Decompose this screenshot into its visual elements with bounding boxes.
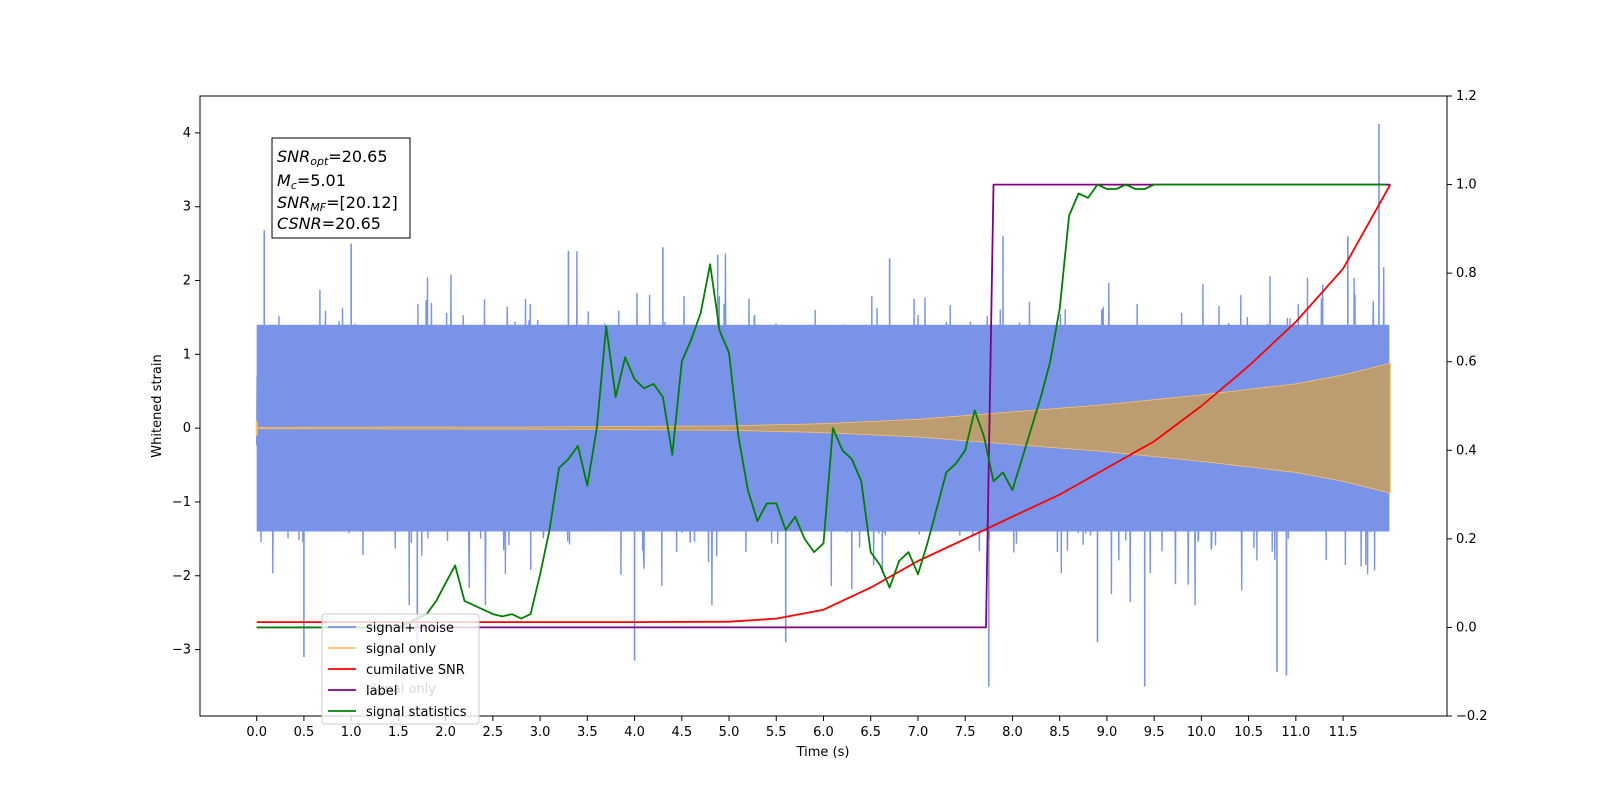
- annotation-snr-opt: SNRopt=20.65: [277, 147, 388, 168]
- x-tick-label: 9.0: [1097, 725, 1118, 740]
- y-tick-label-right: −0.2: [1456, 709, 1488, 724]
- legend-label-cumilative-snr: cumilative SNR: [366, 663, 465, 678]
- y-tick-label-left: 0: [183, 421, 191, 436]
- x-tick-label: 4.0: [624, 725, 645, 740]
- y-axis-label: Whitened strain: [150, 354, 165, 457]
- x-tick-label: 5.0: [719, 725, 740, 740]
- x-tick-label: 10.0: [1187, 725, 1216, 740]
- x-tick-label: 3.0: [530, 725, 551, 740]
- x-tick-label: 4.5: [671, 725, 692, 740]
- x-tick-label: 2.0: [435, 725, 456, 740]
- x-tick-label: 3.5: [577, 725, 598, 740]
- y-tick-label-right: 1.0: [1456, 178, 1477, 193]
- x-tick-label: 8.0: [1002, 725, 1023, 740]
- y-tick-label-right: 0.2: [1456, 532, 1477, 547]
- y-axis-left: −3 −2 −1 0 1 2 3 4: [172, 126, 200, 658]
- x-tick-label: 1.0: [341, 725, 362, 740]
- x-tick-label: 6.0: [813, 725, 834, 740]
- y-axis-right: −0.2 0.0 0.2 0.4 0.6 0.8 1.0 1.2: [1447, 89, 1488, 724]
- legend-label-signal-statistics: signal statistics: [366, 705, 467, 720]
- x-tick-label: 0.0: [246, 725, 267, 740]
- legend-frame: [321, 613, 480, 725]
- x-axis: 0.0 0.5 1.0 1.5 2.0 2.5 3.0 3.5 4.0 4.5 5.0 5.5 6.0 6…: [246, 716, 1358, 740]
- x-tick-label: 11.0: [1281, 725, 1310, 740]
- series-layer: [255, 124, 1392, 687]
- legend-label-signal-noise: signal+ noise: [366, 621, 454, 636]
- y-tick-label-right: 0.4: [1456, 443, 1477, 458]
- legend-hidden-text: signal only: [366, 682, 436, 697]
- legend: signal only signal+ noise signal only cumi…: [321, 613, 480, 725]
- y-tick-label-left: 1: [183, 347, 191, 362]
- x-tick-label: 5.5: [766, 725, 787, 740]
- annotation-frame: [271, 137, 411, 239]
- chirp-envelope: [256, 362, 1391, 494]
- y-tick-label-right: 0.0: [1456, 620, 1477, 635]
- legend-label-signal-only: signal only: [366, 642, 436, 657]
- y-tick-label-left: −1: [172, 495, 191, 510]
- y-tick-label-left: −2: [172, 569, 191, 584]
- series-line: [256, 183, 1386, 629]
- x-tick-label: 8.5: [1049, 725, 1070, 740]
- x-tick-label: 0.5: [294, 725, 315, 740]
- y-tick-label-right: 0.8: [1456, 266, 1477, 281]
- legend-label-label: label: [366, 684, 397, 699]
- y-tick-label-right: 1.2: [1456, 89, 1477, 104]
- series-signal-statistics: [256, 183, 1386, 629]
- x-tick-label: 10.5: [1234, 725, 1263, 740]
- x-tick-label: 7.0: [908, 725, 929, 740]
- x-tick-label: 6.5: [860, 725, 881, 740]
- annotation-snr-mf: SNRMF=[20.12]: [277, 193, 398, 214]
- y-tick-label-left: −3: [172, 643, 191, 658]
- x-tick-label: 11.5: [1329, 725, 1358, 740]
- annotation-box: SNRopt=20.65 Mc=5.01 SNRMF=[20.12] CSNR=…: [271, 137, 411, 239]
- y-tick-label-left: 4: [183, 126, 191, 141]
- x-tick-label: 2.5: [483, 725, 504, 740]
- series-cumilative-snr: [256, 184, 1392, 623]
- x-tick-label: 9.5: [1144, 725, 1165, 740]
- x-tick-label: 7.5: [955, 725, 976, 740]
- annotation-csnr: CSNR=20.65: [277, 214, 381, 233]
- annotation-mc: Mc=5.01: [277, 171, 346, 192]
- y-tick-label-left: 2: [183, 274, 191, 289]
- x-tick-label: 1.5: [388, 725, 409, 740]
- series-signal-only: [255, 362, 1391, 494]
- y-tick-label-right: 0.6: [1456, 355, 1477, 370]
- x-axis-label: Time (s): [796, 745, 850, 760]
- series-line: [256, 184, 1392, 623]
- y-tick-label-left: 3: [183, 200, 191, 215]
